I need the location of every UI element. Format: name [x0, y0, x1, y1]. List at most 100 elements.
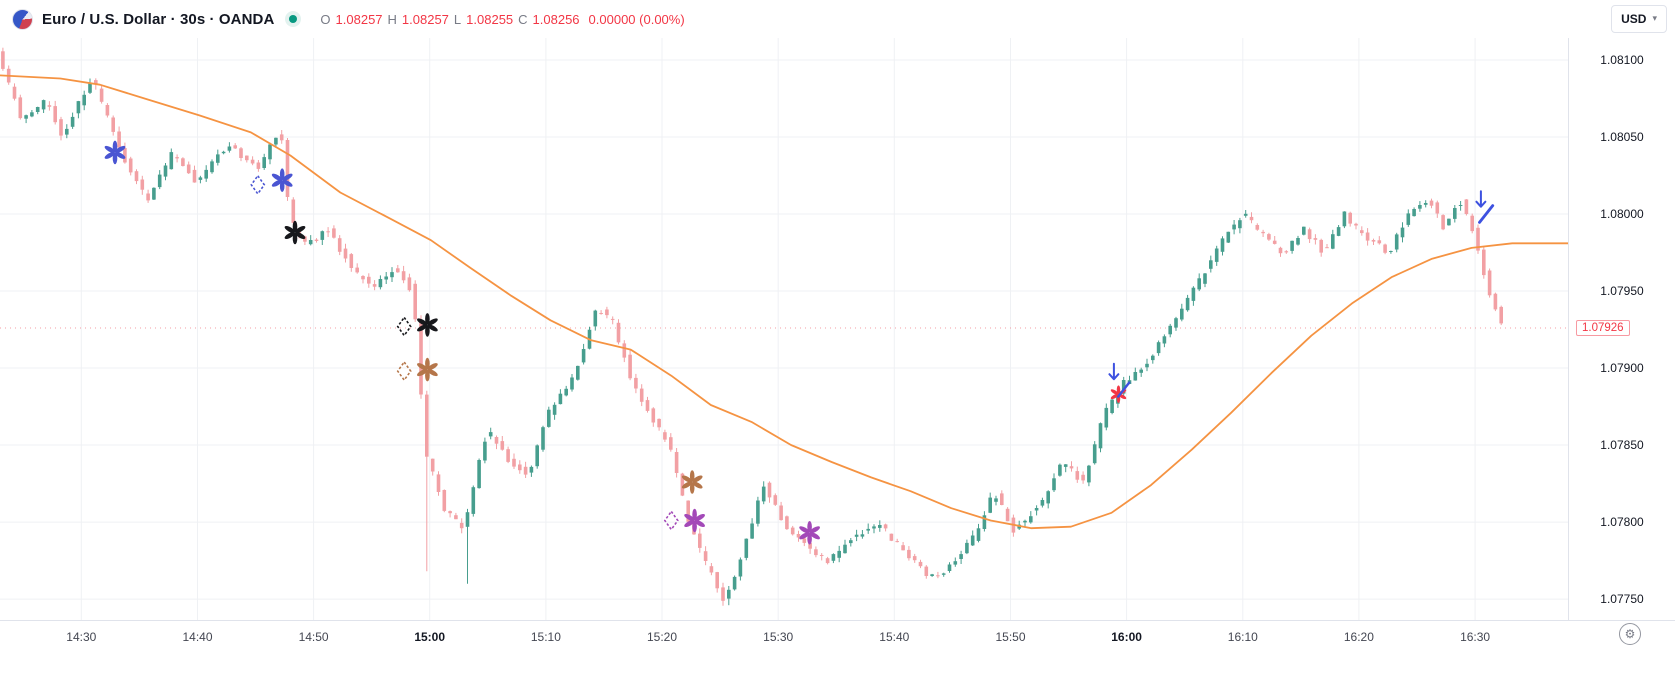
axis-divider	[1568, 38, 1569, 660]
candle-body	[1075, 471, 1080, 480]
candle-body	[849, 540, 853, 544]
candle-body	[24, 115, 28, 119]
candle-body	[349, 254, 354, 268]
candle-body	[796, 534, 801, 538]
candle-body	[860, 534, 865, 537]
candle-body	[541, 427, 545, 450]
candle-body	[454, 515, 458, 520]
candle-body	[1220, 238, 1225, 252]
candle-body	[715, 572, 719, 589]
candle-body	[634, 377, 638, 389]
candle-body	[947, 564, 952, 571]
candle-body	[250, 159, 255, 164]
candle-body	[773, 495, 778, 505]
candle-body	[285, 140, 290, 197]
candle-body	[1394, 234, 1399, 250]
candle-body	[1360, 230, 1364, 234]
candle-body	[680, 473, 685, 496]
candle-body	[1331, 234, 1335, 249]
candle-body	[1319, 239, 1323, 253]
marker-arrow-down-icon	[1108, 362, 1120, 381]
candle-body	[750, 523, 754, 539]
price-tick-label: 1.08100	[1600, 53, 1644, 67]
candle-body	[500, 441, 505, 450]
candle-body	[1063, 464, 1068, 467]
candle-body	[901, 545, 905, 551]
candle-body	[1209, 260, 1213, 269]
candle-body	[819, 555, 824, 556]
candle-body	[912, 556, 917, 561]
candle-body	[761, 486, 766, 502]
candle-body	[1389, 251, 1393, 252]
candle-body	[1243, 213, 1248, 216]
candle-body	[1121, 380, 1126, 394]
candle-body	[1499, 306, 1503, 324]
candle-body	[918, 561, 923, 567]
candle-body	[303, 236, 307, 242]
candle-body	[535, 445, 539, 467]
candle-body	[878, 525, 882, 528]
candle-body	[709, 566, 714, 573]
candle-body	[965, 542, 969, 554]
candle-body	[1470, 215, 1474, 232]
chevron-down-icon: ▾	[1652, 14, 1657, 24]
candle-body	[128, 158, 133, 173]
candle-body	[407, 277, 412, 291]
candle-body	[930, 574, 934, 576]
marker-arrow-down-icon	[1475, 190, 1487, 208]
candle-body	[889, 533, 894, 541]
candle-body	[471, 487, 476, 514]
candle-body	[698, 533, 702, 548]
candle-body	[936, 575, 940, 577]
market-status-icon[interactable]	[285, 11, 302, 27]
candle-body	[233, 145, 237, 149]
candle-body	[1034, 508, 1039, 511]
candle-body	[1476, 227, 1480, 251]
candle-body	[1081, 474, 1085, 481]
candle-body	[245, 155, 249, 161]
candle-body	[372, 284, 377, 287]
settings-gear-button[interactable]: ⚙	[1619, 623, 1641, 645]
candle-body	[669, 437, 673, 450]
candle-body	[459, 522, 464, 529]
candle-body	[564, 388, 568, 396]
candle-body	[605, 309, 609, 316]
currency-dropdown[interactable]: USD ▾	[1611, 5, 1667, 33]
candle-body	[512, 458, 516, 467]
candle-body	[837, 550, 841, 558]
candle-body	[1174, 318, 1178, 328]
symbol-logo-icon	[12, 8, 33, 30]
time-axis[interactable]: 14:30 14:40 14:50 15:00 15:10 15:20 15:30 15:40…	[0, 620, 1675, 661]
marker-asterisk-icon	[417, 357, 438, 382]
candle-body	[239, 148, 243, 158]
candle-body	[1092, 444, 1097, 464]
candle-body	[1365, 232, 1370, 241]
candle-body	[262, 157, 266, 168]
price-tick-label: 1.07800	[1600, 515, 1644, 530]
candle-body	[674, 452, 679, 473]
time-tick-label: 15:00	[414, 630, 446, 644]
symbol-area: Euro / U.S. Dollar · 30s · OANDA O 1.0825…	[0, 8, 685, 30]
candle-body	[1423, 203, 1428, 205]
candle-body	[157, 174, 162, 188]
symbol-title[interactable]: Euro / U.S. Dollar · 30s · OANDA	[42, 10, 275, 28]
candle-body	[1313, 238, 1318, 240]
time-tick-label: 16:00	[1111, 630, 1142, 644]
candle-body	[361, 276, 365, 280]
candle-body	[808, 542, 812, 549]
price-axis[interactable]: 1.07926 1.08100 1.08050 1.08000 1.07950 1.07…	[1569, 38, 1675, 620]
candle-body	[570, 377, 574, 390]
chart-canvas[interactable]	[0, 38, 1568, 620]
candle-body	[291, 199, 296, 223]
candle-body	[616, 322, 621, 343]
candle-body	[1296, 238, 1300, 245]
candle-body	[1023, 520, 1027, 523]
gear-icon: ⚙	[1624, 627, 1636, 641]
candle-body	[308, 240, 313, 245]
candle-body	[401, 271, 406, 281]
candle-body	[198, 177, 203, 180]
time-tick-label: 14:40	[182, 630, 213, 644]
price-tick-label: 1.07750	[1600, 592, 1644, 607]
marker-asterisk-icon	[681, 470, 703, 494]
candle-body	[843, 544, 847, 554]
